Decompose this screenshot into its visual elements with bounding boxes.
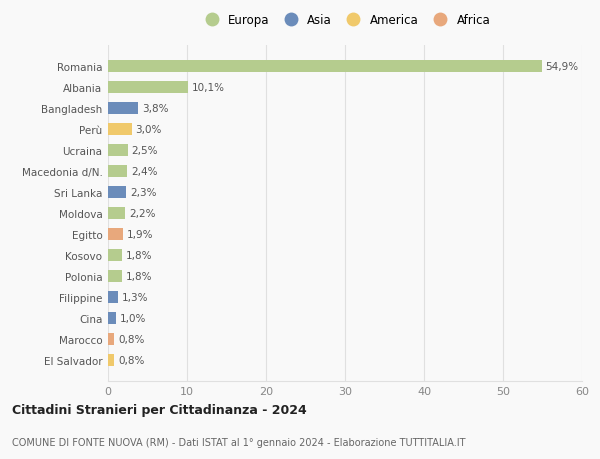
Bar [108, 229, 123, 240]
Text: 2,2%: 2,2% [130, 208, 156, 218]
Text: 1,0%: 1,0% [120, 313, 146, 323]
Bar [108, 124, 132, 135]
Bar [108, 207, 125, 219]
Bar [108, 61, 542, 73]
Bar [108, 187, 126, 198]
Text: 2,5%: 2,5% [132, 146, 158, 156]
Bar [108, 145, 128, 157]
Text: 1,3%: 1,3% [122, 292, 149, 302]
Text: 1,9%: 1,9% [127, 230, 154, 239]
Bar [108, 313, 116, 324]
Bar [108, 82, 188, 94]
Bar [108, 291, 118, 303]
Text: 10,1%: 10,1% [192, 83, 225, 93]
Bar [108, 103, 138, 114]
Text: 54,9%: 54,9% [545, 62, 579, 72]
Text: 2,3%: 2,3% [130, 188, 157, 197]
Bar [108, 250, 122, 261]
Text: 1,8%: 1,8% [126, 250, 152, 260]
Bar [108, 333, 115, 345]
Text: 3,8%: 3,8% [142, 104, 169, 114]
Legend: Europa, Asia, America, Africa: Europa, Asia, America, Africa [197, 11, 493, 29]
Bar [108, 354, 115, 366]
Text: 3,0%: 3,0% [136, 125, 162, 134]
Text: 0,8%: 0,8% [118, 334, 145, 344]
Text: 0,8%: 0,8% [118, 355, 145, 365]
Bar [108, 270, 122, 282]
Text: Cittadini Stranieri per Cittadinanza - 2024: Cittadini Stranieri per Cittadinanza - 2… [12, 403, 307, 416]
Text: 2,4%: 2,4% [131, 167, 157, 177]
Bar [108, 166, 127, 177]
Text: COMUNE DI FONTE NUOVA (RM) - Dati ISTAT al 1° gennaio 2024 - Elaborazione TUTTIT: COMUNE DI FONTE NUOVA (RM) - Dati ISTAT … [12, 437, 466, 447]
Text: 1,8%: 1,8% [126, 271, 152, 281]
